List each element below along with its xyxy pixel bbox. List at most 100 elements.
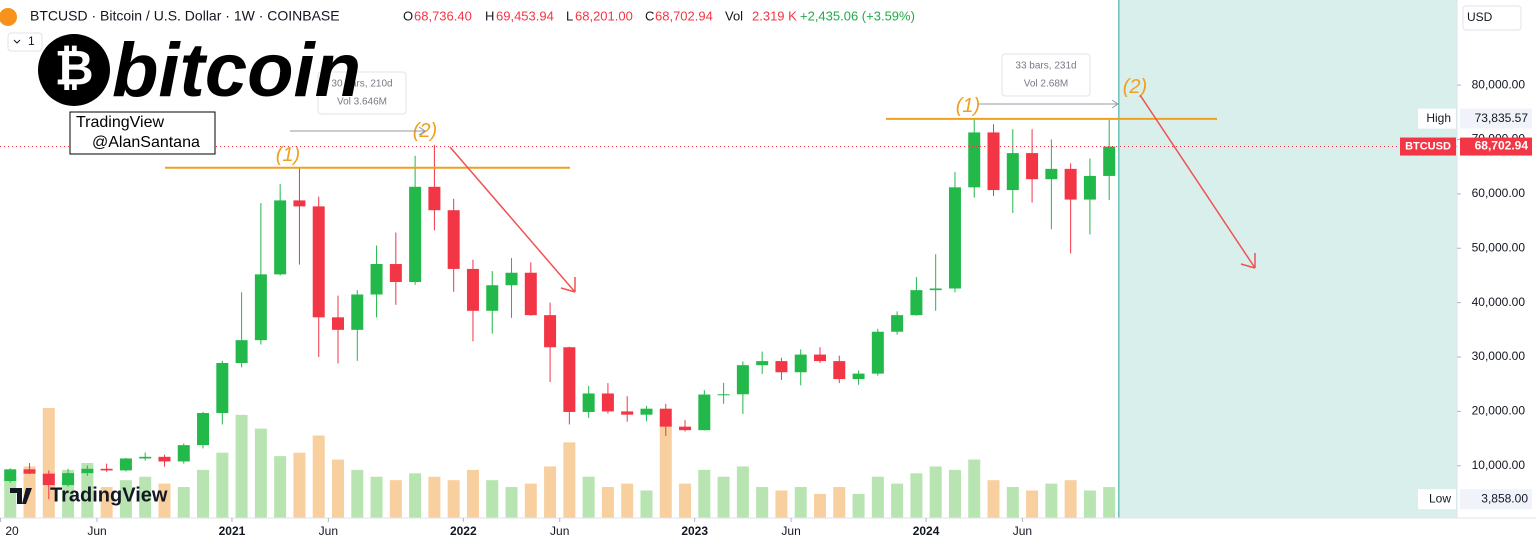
volume-bar xyxy=(177,487,190,518)
brand-text: TradingView xyxy=(50,484,168,506)
volume-bar xyxy=(698,469,711,518)
y-tick-label: 10,000.00 xyxy=(1472,458,1526,472)
measure-vol: Vol 2.68M xyxy=(1024,79,1068,90)
volume-bar xyxy=(1006,487,1019,518)
x-tick-label: 20 xyxy=(5,524,19,538)
ohlc-value: 2.319 K xyxy=(752,8,797,23)
candle-body xyxy=(274,200,287,275)
y-tick-label: 20,000.00 xyxy=(1472,404,1526,418)
x-tick-label: Jun xyxy=(550,524,569,538)
volume-bar xyxy=(293,452,306,518)
candle-body xyxy=(81,468,94,474)
measure-bars: 33 bars, 231d xyxy=(1015,61,1076,72)
candle-body xyxy=(1064,168,1077,200)
marker-value: 3,858.00 xyxy=(1481,491,1528,505)
x-tick-label: 2021 xyxy=(219,524,246,538)
volume-bar xyxy=(833,487,846,518)
last-price-box xyxy=(1460,137,1532,156)
volume-bar xyxy=(968,459,981,518)
candle-body xyxy=(312,206,325,318)
ohlc-label: O xyxy=(403,8,413,23)
volume-bar xyxy=(447,480,460,518)
wave-label: (2) xyxy=(1123,76,1147,98)
candle-body xyxy=(814,354,826,362)
change-value: +2,435.06 (+3.59%) xyxy=(800,8,915,23)
watermark-logo: ₿ bitcoin TradingView @AlanSantana xyxy=(38,28,361,155)
wave-label: (1) xyxy=(956,95,980,117)
candle-body xyxy=(1006,153,1019,191)
candle-body xyxy=(601,393,614,412)
author-line: @AlanSantana xyxy=(92,134,200,151)
volume-bar xyxy=(948,469,961,518)
volume-bar xyxy=(389,480,402,518)
candle-body xyxy=(158,456,171,462)
volume-bar xyxy=(1103,487,1116,518)
volume-bar xyxy=(544,466,557,518)
legend-toggle[interactable] xyxy=(7,32,43,52)
chart-title: BTCUSD · Bitcoin / U.S. Dollar · 1W · CO… xyxy=(30,8,340,24)
x-tick-label: Jun xyxy=(319,524,338,538)
candle-body xyxy=(332,317,344,330)
volume-bar xyxy=(621,483,634,518)
candle-body xyxy=(370,264,383,295)
measure-bars: 30 bars, 210d xyxy=(331,79,392,90)
volume-bar xyxy=(100,487,113,518)
volume-bar xyxy=(679,483,692,518)
legend-toggle-label[interactable]: 1 xyxy=(28,34,35,48)
volume-bar xyxy=(871,476,884,518)
candle-body xyxy=(563,347,576,412)
last-price-name: BTCUSD xyxy=(1405,140,1451,152)
currency-label[interactable]: USD xyxy=(1467,10,1493,24)
future-region xyxy=(1118,0,1457,518)
ohlc-label: C xyxy=(645,8,654,23)
candle-body xyxy=(119,458,132,471)
candle-body xyxy=(4,469,17,482)
symbol-icon xyxy=(0,8,17,26)
y-tick-label: 30,000.00 xyxy=(1472,349,1526,363)
x-tick-label: 2024 xyxy=(913,524,940,538)
candle-body xyxy=(544,315,557,348)
volume-bar xyxy=(1045,483,1058,518)
candle-body xyxy=(254,274,267,341)
brand-icon xyxy=(10,488,32,504)
candle-body xyxy=(197,413,210,446)
candle-body xyxy=(891,315,904,332)
x-tick-label: Jun xyxy=(1013,524,1032,538)
candle-body xyxy=(235,340,248,364)
candle-body xyxy=(409,186,422,282)
trend-arrow xyxy=(1139,94,1256,269)
candle-body xyxy=(100,468,113,471)
ohlc-value: 68,201.00 xyxy=(575,8,633,23)
candle-body xyxy=(524,272,537,316)
volume-bar xyxy=(216,452,229,518)
ohlc-label: H xyxy=(485,8,494,23)
candle-body xyxy=(679,426,692,431)
volume-bar xyxy=(409,473,422,518)
y-tick-label: 80,000.00 xyxy=(1472,77,1526,91)
volume-bar xyxy=(640,490,653,518)
volume-bar xyxy=(81,463,94,518)
volume-bar xyxy=(794,487,807,518)
volume-bar xyxy=(4,476,17,518)
brand-logo: TradingView xyxy=(10,484,168,506)
author-box xyxy=(69,111,216,155)
volume-bar xyxy=(42,408,55,518)
volume-bar xyxy=(351,469,364,518)
chevron-icon xyxy=(13,39,21,44)
volume-bar xyxy=(1083,490,1096,518)
ohlc-label: L xyxy=(566,8,573,23)
volume-bar xyxy=(814,493,826,518)
marker-name: High xyxy=(1426,111,1451,125)
candle-body xyxy=(139,456,152,459)
candle-body xyxy=(794,354,807,373)
volume-bar xyxy=(370,476,383,518)
candle-body xyxy=(717,394,730,396)
candle-body xyxy=(698,394,711,431)
currency-button[interactable] xyxy=(1462,5,1522,31)
candle-body xyxy=(62,473,75,486)
candle-body xyxy=(1103,146,1116,176)
volume-bar xyxy=(197,469,210,518)
last-price-name-box xyxy=(1400,137,1456,156)
x-tick-label: 2022 xyxy=(450,524,477,538)
volume-bar xyxy=(235,414,248,518)
